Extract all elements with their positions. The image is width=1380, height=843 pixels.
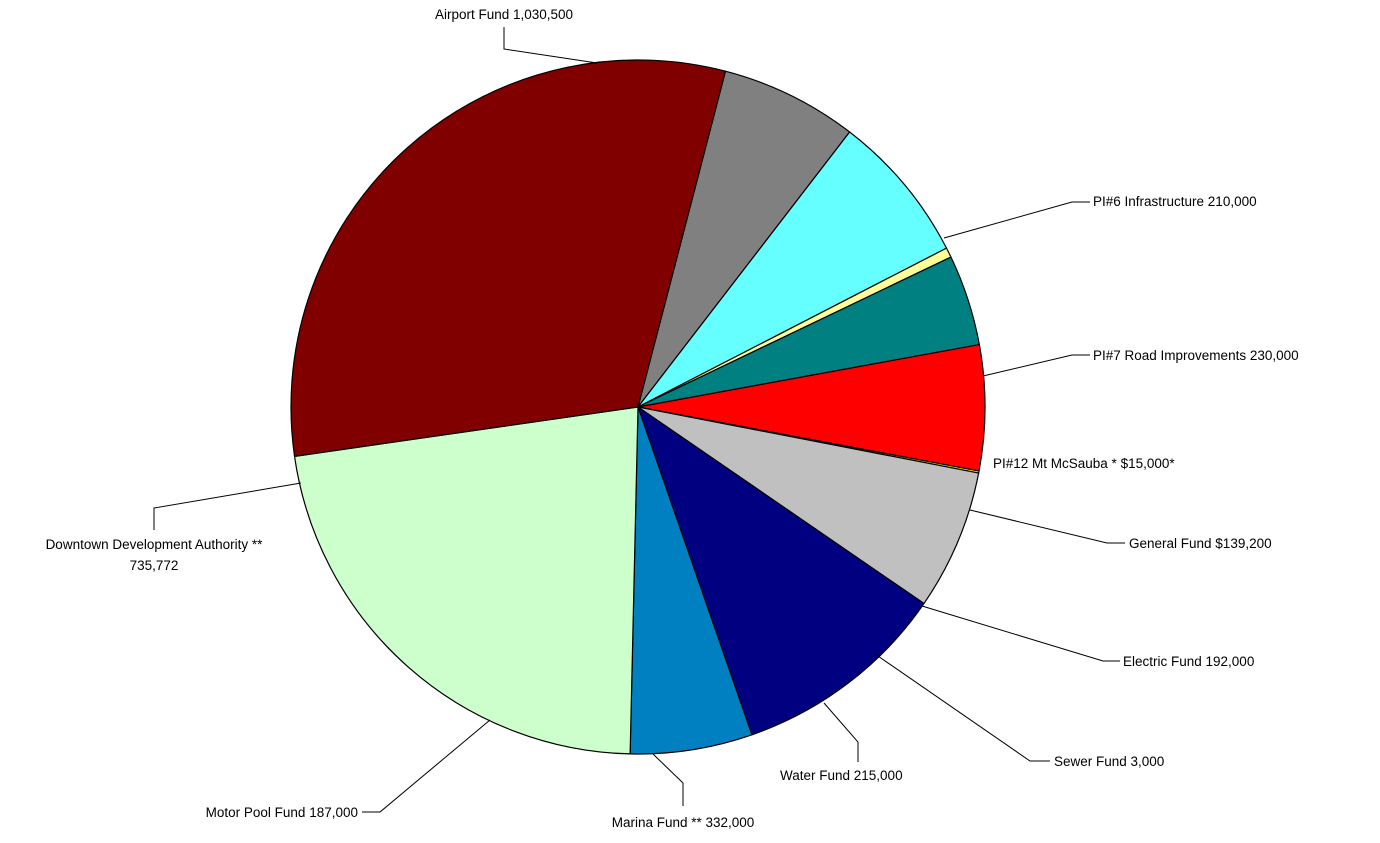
label-general-fund: General Fund $139,200 (1129, 536, 1272, 551)
label-electric-fund: Electric Fund 192,000 (1123, 654, 1254, 669)
label-downtown-development-authority-line2: 735,772 (130, 558, 179, 573)
label-sewer-fund: Sewer Fund 3,000 (1054, 754, 1164, 769)
leader-line-downtown-development-authority (153, 482, 302, 530)
label-pi7-road-improvements: PI#7 Road Improvements 230,000 (1093, 348, 1299, 363)
slice-pi6-infrastructure (637, 70, 851, 408)
slice-marina-fund (637, 406, 925, 736)
slice-electric-fund (637, 343, 986, 472)
slice-water-fund (637, 406, 980, 605)
label-pi12-mt-mcsauba: PI#12 Mt McSauba * $15,000* (993, 456, 1175, 471)
slice-downtown-development-authority (293, 406, 639, 755)
leader-line-airport-fund (503, 27, 598, 64)
leader-line-motor-pool-fund (362, 719, 491, 813)
label-airport-fund: Airport Fund 1,030,500 (435, 7, 573, 22)
leader-line-sewer-fund (874, 653, 1050, 762)
slice-pi7-road-improvements (637, 131, 948, 408)
label-pi6-infrastructure: PI#6 Infrastructure 210,000 (1093, 194, 1257, 209)
leader-line-pi7-road-improvements (982, 354, 1090, 377)
slice-labels: PI#6 Infrastructure 210,000 PI#7 Road Im… (46, 7, 1299, 830)
label-marina-fund: Marina Fund ** 332,000 (612, 815, 755, 830)
leader-line-marina-fund (652, 753, 684, 806)
leader-line-water-fund (823, 702, 859, 762)
leader-lines (153, 27, 1125, 813)
label-motor-pool-fund: Motor Pool Fund 187,000 (206, 805, 358, 820)
label-downtown-development-authority-line1: Downtown Development Authority ** (46, 537, 264, 552)
leader-line-general-fund (969, 509, 1125, 544)
slice-airport-fund (290, 59, 727, 457)
label-water-fund: Water Fund 215,000 (780, 768, 903, 783)
leader-line-electric-fund (921, 605, 1120, 662)
leader-line-pi6-infrastructure (943, 201, 1090, 239)
pie-slices (290, 59, 986, 755)
